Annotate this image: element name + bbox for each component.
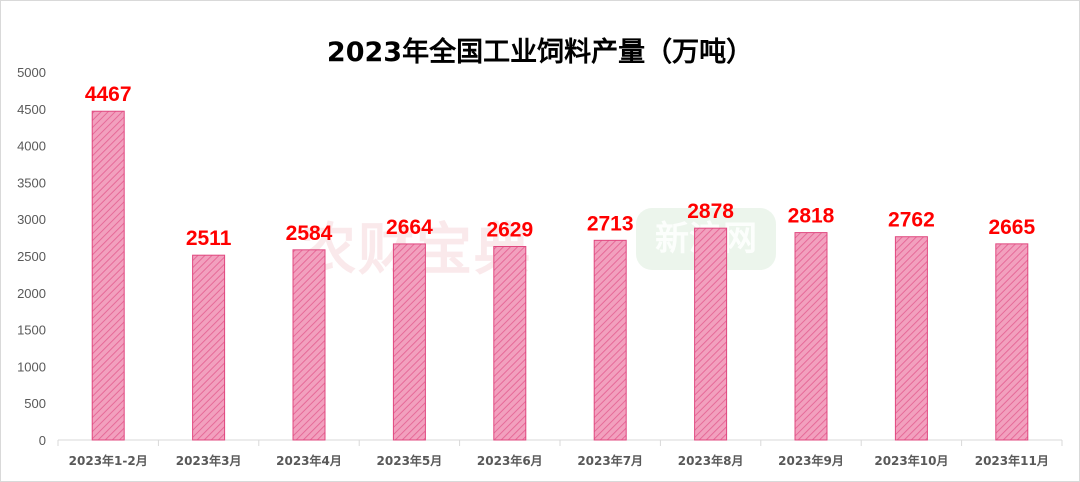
x-tick-label: 2023年8月 (678, 453, 744, 468)
data-label: 2665 (988, 216, 1035, 239)
y-tick-label: 500 (24, 396, 46, 411)
data-label: 2713 (587, 212, 634, 235)
data-label: 2629 (486, 219, 533, 242)
y-tick-label: 1500 (17, 323, 46, 338)
bar (292, 249, 326, 441)
y-tick-label: 2000 (17, 286, 46, 301)
data-label: 2762 (888, 209, 935, 232)
bar (593, 239, 627, 441)
bar (392, 243, 426, 441)
x-axis: 2023年1-2月 2023年3月 2023年4月 2023年5月 2023年6月 202… (57, 439, 1063, 468)
x-tick-label: 2023年11月 (975, 453, 1049, 468)
y-tick-label: 4500 (17, 102, 46, 117)
data-label: 2511 (186, 227, 232, 250)
x-tick-label: 2023年7月 (577, 453, 643, 468)
bar (192, 254, 226, 441)
x-tick-label: 2023年6月 (477, 453, 543, 468)
bar (995, 243, 1029, 441)
data-label: 2584 (286, 222, 333, 245)
x-tick-label: 2023年3月 (176, 453, 242, 468)
bar-series (91, 110, 1029, 441)
data-label: 2664 (386, 216, 433, 239)
data-label: 2818 (788, 205, 835, 228)
bar (493, 246, 527, 441)
bar (694, 227, 728, 441)
y-tick-label: 2500 (17, 249, 46, 264)
chart-title: 2023年全国工业饲料产量（万吨） (326, 37, 754, 68)
bar (91, 110, 125, 441)
x-tick-label: 2023年1-2月 (69, 453, 148, 468)
x-tick-label: 2023年5月 (377, 453, 443, 468)
y-tick-label: 3500 (17, 175, 46, 190)
y-tick-label: 0 (39, 433, 46, 448)
x-tick-label: 2023年4月 (276, 453, 342, 468)
data-labels: 4467 2511 2584 2664 2629 2713 2878 2818 2762 2665 (85, 83, 1036, 250)
y-tick-label: 4000 (17, 139, 46, 154)
bar (794, 232, 828, 441)
y-tick-label: 1000 (17, 359, 46, 374)
data-label: 2878 (687, 200, 734, 223)
y-tick-label: 5000 (17, 65, 46, 80)
x-tick-label: 2023年10月 (874, 453, 948, 468)
data-label: 4467 (85, 83, 132, 106)
bar (894, 236, 928, 441)
x-tick-label: 2023年9月 (778, 453, 844, 468)
y-axis: 0 500 1000 1500 2000 2500 3000 3500 4000 4500 5000 (17, 65, 46, 448)
y-tick-label: 3000 (17, 212, 46, 227)
